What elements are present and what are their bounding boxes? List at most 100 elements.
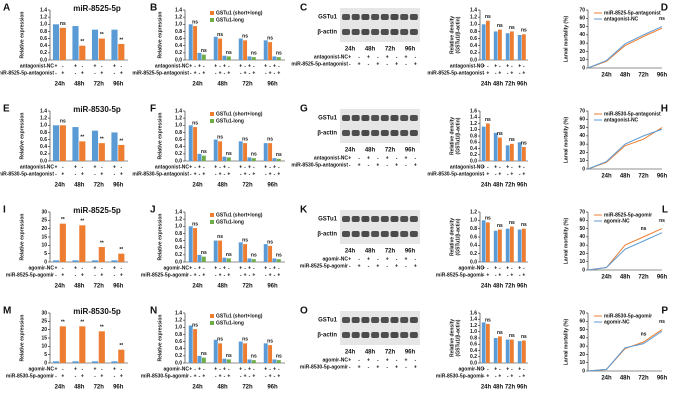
y-tick-label: 70: [579, 108, 585, 114]
bar: [522, 228, 526, 262]
treatment-sign: -: [396, 54, 398, 60]
bar: [213, 339, 218, 363]
x-tick-label: 24h: [481, 183, 492, 189]
treatment-sign: +: [94, 265, 97, 271]
treatment-sign: -: [368, 61, 370, 67]
treatment-sign: -: [199, 70, 201, 76]
treatment-sign: -: [190, 272, 192, 278]
treatment-sign: +: [395, 263, 398, 269]
bar: [118, 43, 125, 60]
bar: [238, 38, 243, 60]
x-tick-label: 96h: [517, 82, 528, 88]
y-tick-label: 0.4: [470, 348, 477, 354]
x-tick-label: 48h: [620, 376, 631, 382]
blot-band: [409, 216, 418, 222]
bar: [510, 339, 514, 363]
line: [587, 27, 663, 69]
treatment-sign: -: [194, 63, 196, 69]
bar: [98, 331, 105, 363]
treatment-sign: +: [120, 272, 123, 278]
x-tick-label: 72h: [242, 183, 253, 189]
blot-band: [371, 231, 380, 237]
x-tick-label: 48h: [493, 82, 504, 88]
treatment-sign: -: [203, 366, 205, 372]
bar: [197, 52, 202, 60]
treatment-sign: -: [101, 164, 103, 170]
treatment-sign: -: [215, 272, 217, 278]
treatment-sign: -: [215, 70, 217, 76]
treatment-sign: +: [74, 63, 77, 69]
x-tick-label: 48h: [74, 82, 85, 88]
y-tick-label: 0: [582, 267, 585, 273]
treatment-sign: +: [264, 63, 267, 69]
x-tick-label: 96h: [267, 284, 278, 290]
y-tick-label: 40: [579, 133, 585, 139]
y-tick-label: 0.6: [470, 36, 477, 42]
treatment-sign: +: [414, 364, 417, 370]
x-tick-label: 48h: [217, 385, 228, 391]
significance: ns: [192, 19, 198, 25]
blot-band: [371, 317, 380, 323]
treatment-sign: +: [269, 70, 272, 76]
treatment-name: miR-8525-5p-agomir: [300, 263, 348, 269]
y-tick-label: 5: [44, 352, 47, 358]
treatment-sign: -: [194, 366, 196, 372]
blot-band: [361, 317, 370, 323]
bar: [193, 228, 198, 262]
x-tick-label: 96h: [267, 82, 278, 88]
treatment-sign: +: [348, 155, 351, 161]
x-tick-label: 72h: [94, 82, 105, 88]
treatment-name: antagonist-NC: [155, 164, 190, 170]
treatment-sign: -: [55, 70, 57, 76]
significance: ns: [192, 322, 198, 328]
panel: I 0 5 10 15 20 25 30 Relative expression ** ** ** **…: [3, 205, 128, 290]
blot-band: [409, 317, 418, 323]
bar: [263, 143, 268, 161]
treatment-sign: +: [404, 155, 407, 161]
y-tick-label: 0.2: [175, 50, 182, 56]
treatment-sign: +: [81, 70, 84, 76]
panel: E 0.00.20.40.60.81.0 1.21.4 Relative expres…: [0, 104, 128, 189]
blot-band: [390, 317, 399, 323]
significance: ns: [659, 319, 665, 325]
bar: [222, 358, 227, 363]
bar: [510, 143, 514, 161]
treatment-sign: +: [244, 272, 247, 278]
treatment-sign: -: [190, 171, 192, 177]
x-tick-label: 24h: [481, 284, 492, 290]
y-tick-label: 0.4: [175, 144, 182, 150]
blot-band: [380, 231, 389, 237]
blot-time-label: 24h: [345, 47, 356, 53]
significance: **: [100, 325, 104, 331]
treatment-sign: -: [194, 265, 196, 271]
significance: ns: [226, 353, 232, 359]
x-tick-label: 72h: [505, 284, 516, 290]
treatment-sign: +: [386, 155, 389, 161]
significance: ns: [497, 223, 503, 229]
treatment-sign: -: [368, 263, 370, 269]
y-tick-label: 0.4: [40, 144, 47, 150]
treatment-sign: -: [507, 70, 509, 76]
bar: [72, 260, 79, 262]
panel: P 0 10 20 30 40 50 60 70 Larval mortality (%) 24h 4…: [563, 306, 668, 382]
treatment-sign: -: [215, 373, 217, 379]
y-tick-label: 0.4: [470, 146, 477, 152]
bar: [52, 125, 60, 161]
treatment-sign: -: [253, 63, 255, 69]
treatment-sign: +: [273, 366, 276, 372]
blot-band: [390, 231, 399, 237]
y-tick-label: 1.6: [470, 108, 477, 114]
x-tick-label: 72h: [638, 275, 649, 281]
legend-swatch: [210, 11, 214, 15]
treatment-sign: -: [349, 162, 351, 168]
treatment-sign: -: [240, 70, 242, 76]
bar: [201, 54, 206, 60]
bar: [197, 153, 202, 161]
x-tick-label: 96h: [113, 385, 124, 391]
blot-band: [371, 130, 380, 136]
bar: [268, 345, 273, 363]
y-tick-label: 1.2: [175, 216, 182, 222]
treatment-sign: -: [114, 272, 116, 278]
significance: **: [119, 138, 123, 144]
treatment-sign: +: [264, 265, 267, 271]
